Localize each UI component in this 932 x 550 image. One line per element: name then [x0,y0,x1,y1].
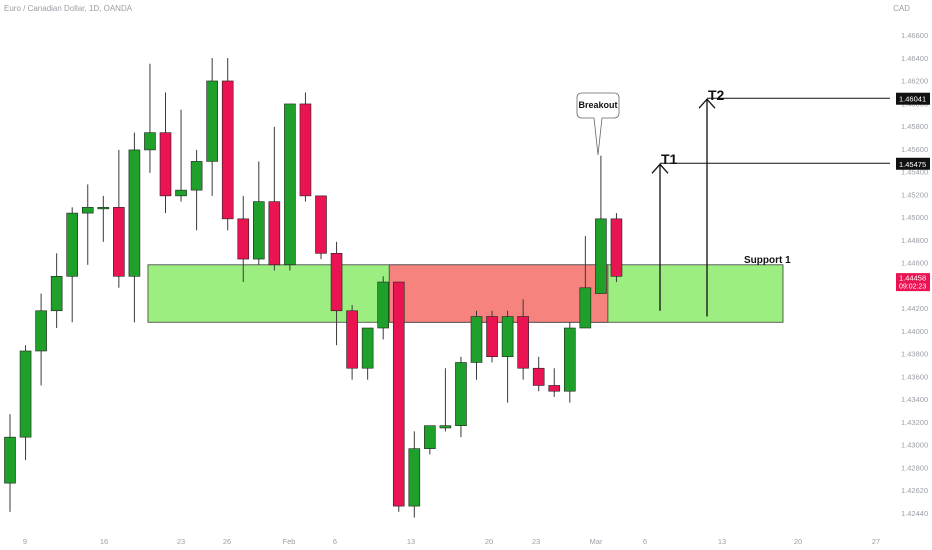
candle-up [81,207,94,214]
y-tick-label: 1.46600 [901,31,928,40]
t2-price-tag-text: 1.46041 [899,95,926,104]
x-tick-label: 6 [333,537,337,546]
candle-up [501,316,514,358]
candle-down [610,218,623,277]
x-tick-label: Mar [590,537,603,546]
candle-up [439,425,452,429]
y-tick-label: 1.45400 [901,168,928,177]
t2-label: T2 [708,87,725,103]
breakout-label: Breakout [578,100,617,110]
y-tick-label: 1.46200 [901,77,928,86]
candle-up [377,281,390,329]
candle-up [563,327,576,392]
candle-up [284,103,296,266]
candle-down [346,310,358,369]
candle-down [237,218,250,260]
candle-up [595,218,607,294]
candle-up [190,161,203,191]
x-tick-label: 26 [223,537,231,546]
y-tick-label: 1.44600 [901,259,928,268]
x-tick-label: 23 [532,537,540,546]
t1-price-tag [896,157,930,170]
y-tick-label: 1.43800 [901,350,928,359]
y-tick-label: 1.42620 [901,486,928,495]
candle-up [455,362,467,426]
candle-down [299,103,312,197]
y-tick-label: 1.45600 [901,145,928,154]
candle-up [408,448,421,507]
y-tick-label: 1.43400 [901,395,928,404]
y-tick-label: 1.45200 [901,190,928,199]
candle-down [221,80,234,220]
t2-arrow-head [698,98,716,109]
candle-up [175,189,187,197]
y-tick-label: 1.44200 [901,304,928,313]
y-tick-label: 1.43000 [901,441,928,450]
y-tick-label: 1.42440 [901,509,928,518]
t2-price-tag [896,92,930,105]
candle-up [66,212,78,277]
candle-up [424,425,436,449]
t1-label: T1 [661,151,678,167]
y-tick-label: 1.42800 [901,463,928,472]
candle-up [144,132,156,151]
x-tick-label: 20 [485,537,493,546]
x-tick-label: Feb [283,537,296,546]
candle-up [4,436,16,484]
candle-up [19,350,32,438]
y-tick-label: 1.45000 [901,213,928,222]
x-tick-label: 20 [794,537,802,546]
breakout-zone [388,264,609,323]
candle-down [532,367,545,386]
candle-down [113,207,125,277]
candle-down [392,281,405,507]
breakout-callout [576,92,620,156]
last-price-tag [896,273,930,292]
candle-up [361,327,374,369]
y-tick-label: 1.44000 [901,327,928,336]
candle-down [315,195,327,254]
x-tick-label: 23 [177,537,185,546]
symbol-title: Euro / Canadian Dollar, 1D, OANDA [4,4,133,13]
x-tick-label: 13 [407,537,415,546]
candle-up [97,207,110,210]
x-tick-label: 27 [872,537,880,546]
y-tick-label: 1.43600 [901,372,928,381]
y-tick-label: 1.43200 [901,418,928,427]
candle-down [268,201,281,266]
last-price-tag-text: 1.44458 [899,274,926,283]
y-tick-label: 1.44800 [901,236,928,245]
candle-down [486,316,498,358]
candle-up [470,316,483,363]
candle-down [548,385,561,392]
candle-down [159,132,172,197]
candle-up [128,149,141,277]
candle-up [579,287,592,329]
x-tick-label: 16 [100,537,108,546]
x-tick-label: 13 [718,537,726,546]
y-tick-label: 1.45800 [901,122,928,131]
x-tick-label: 9 [23,537,27,546]
candle-up [253,201,265,260]
candle-down [330,253,343,312]
support-label: Support 1 [744,255,791,266]
candle-down [517,316,529,369]
x-tick-label: 6 [643,537,647,546]
last-price-tag-countdown: 09:02:23 [899,284,926,291]
currency-label: CAD [893,4,910,13]
candle-up [206,80,218,162]
t1-arrow-head [651,163,669,174]
y-tick-label: 1.46400 [901,54,928,63]
t1-price-tag-text: 1.45475 [899,160,926,169]
candle-up [50,275,63,312]
candle-up [35,310,47,352]
